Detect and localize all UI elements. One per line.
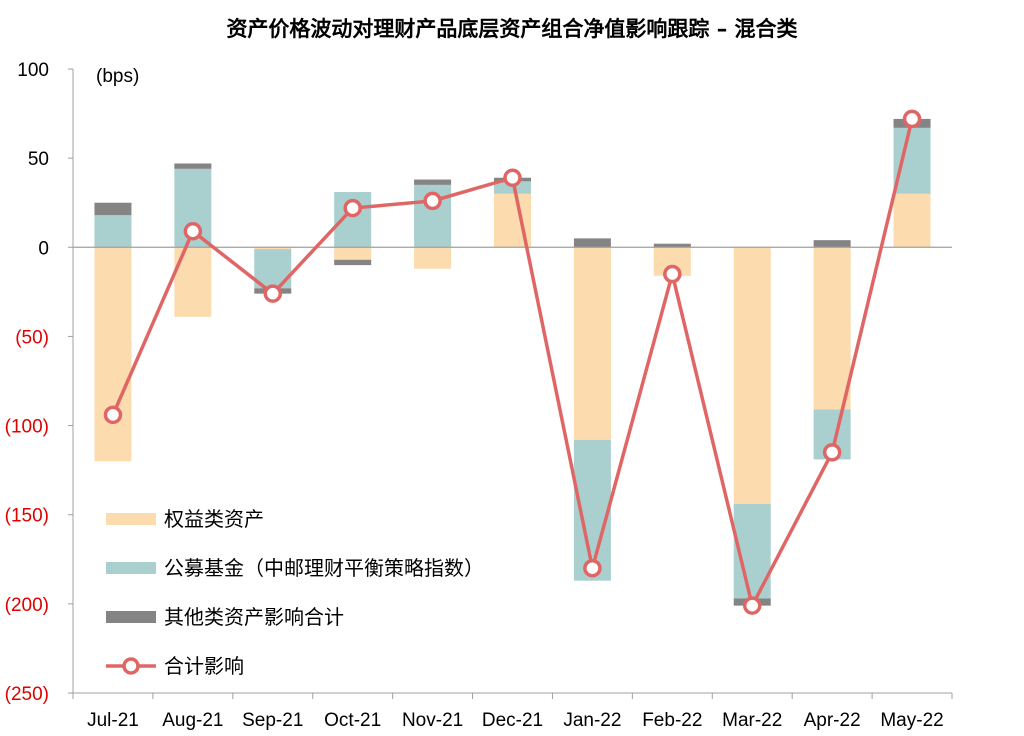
x-tick-label: Apr-22 xyxy=(804,710,861,731)
y-tick-label: (150) xyxy=(5,506,49,527)
bar-2-feb-22 xyxy=(653,243,691,248)
bars-group xyxy=(94,118,931,606)
x-tick-label: Oct-21 xyxy=(324,710,381,731)
y-tick-label: 50 xyxy=(28,149,49,170)
line-point-oct-21 xyxy=(343,198,362,218)
bar-0-nov-21 xyxy=(414,247,452,269)
bar-2-jul-21 xyxy=(94,202,132,216)
legend-swatch xyxy=(106,513,156,525)
legend-label: 公募基金（中邮理财平衡策略指数） xyxy=(164,556,484,580)
y-tick-label: (100) xyxy=(5,417,49,438)
bar-0-jul-21 xyxy=(94,247,132,462)
bar-2-jan-22 xyxy=(573,238,611,248)
bar-1-jul-21 xyxy=(94,215,132,248)
line-point-jan-22 xyxy=(583,558,602,578)
legend-label: 权益类资产 xyxy=(164,507,264,531)
x-tick-label: Jan-22 xyxy=(563,710,621,731)
bar-0-may-22 xyxy=(893,193,931,248)
bar-2-apr-22 xyxy=(813,240,851,248)
bar-2-aug-21 xyxy=(174,163,212,169)
bar-0-jan-22 xyxy=(573,247,611,440)
line-point-feb-22 xyxy=(663,264,682,284)
bar-0-mar-22 xyxy=(733,247,771,505)
y-tick-label: (50) xyxy=(15,327,49,348)
legend-swatch xyxy=(106,611,156,623)
x-tick-label: Nov-21 xyxy=(402,710,463,731)
legend-swatch xyxy=(106,562,156,574)
x-tick-label: May-22 xyxy=(880,710,943,731)
bar-1-may-22 xyxy=(893,127,931,194)
unit-label: (bps) xyxy=(96,66,139,87)
x-tick-label: Mar-22 xyxy=(722,710,782,731)
bar-0-apr-22 xyxy=(813,247,851,410)
line-point-jul-21 xyxy=(103,405,123,425)
line-point-dec-21 xyxy=(503,168,522,188)
legend-label: 其他类资产影响合计 xyxy=(164,605,344,629)
x-tick-label: Jul-21 xyxy=(87,710,139,731)
bar-1-dec-21 xyxy=(494,181,531,194)
bar-2-oct-21 xyxy=(334,259,372,266)
line-point-apr-22 xyxy=(822,443,842,462)
bar-0-oct-21 xyxy=(334,247,372,260)
x-tick-label: Feb-22 xyxy=(642,710,702,731)
bar-0-sep-21 xyxy=(254,247,292,250)
line-point-nov-21 xyxy=(423,191,442,211)
y-tick-label: 0 xyxy=(38,238,49,259)
y-tick-label: (250) xyxy=(5,684,49,705)
x-tick-label: Aug-21 xyxy=(162,710,223,731)
x-tick-label: Sep-21 xyxy=(242,710,303,731)
legend-label: 合计影响 xyxy=(164,654,244,678)
line-point-mar-22 xyxy=(742,596,762,615)
y-tick-label: (200) xyxy=(5,595,49,616)
line-point-may-22 xyxy=(902,109,922,129)
line-group xyxy=(103,109,922,615)
line-point-aug-21 xyxy=(183,221,203,241)
x-tick-label: Dec-21 xyxy=(482,710,543,731)
line-point-sep-21 xyxy=(263,284,283,303)
y-tick-label: 100 xyxy=(17,60,49,81)
bar-2-nov-21 xyxy=(414,179,452,185)
legend-marker xyxy=(122,657,140,675)
axes-group: 100 50 0 (50) (100) (150) (200) (250) Jul-21 Aug-… xyxy=(5,60,953,731)
chart-title: 资产价格波动对理财产品底层资产组合净值影响跟踪 – 混合类 xyxy=(226,17,798,41)
